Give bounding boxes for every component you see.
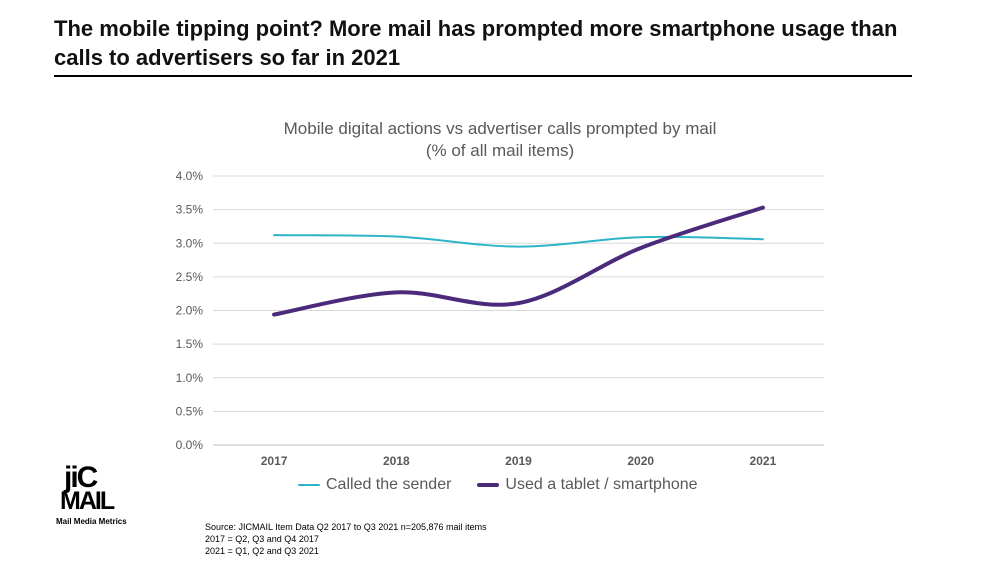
source-line-3: 2021 = Q1, Q2 and Q3 2021 <box>205 546 319 556</box>
logo-line2: MAIL <box>60 487 115 515</box>
source-line-1: Source: JICMAIL Item Data Q2 2017 to Q3 … <box>205 522 487 532</box>
headline-divider <box>54 75 912 77</box>
x-tick-label: 2021 <box>750 454 777 468</box>
series-line-called-the-sender <box>273 234 764 248</box>
y-tick-label: 1.0% <box>176 371 204 385</box>
y-tick-label: 3.0% <box>176 236 204 250</box>
y-tick-label: 0.5% <box>176 404 204 418</box>
chart-title: Mobile digital actions vs advertiser cal… <box>180 118 820 162</box>
chart-subtitle: (% of all mail items) <box>425 141 575 160</box>
logo-tagline: Mail Media Metrics <box>56 517 127 526</box>
chart-title-line: Mobile digital actions vs advertiser cal… <box>283 119 717 138</box>
y-tick-label: 0.0% <box>176 438 204 452</box>
source-line-2: 2017 = Q2, Q3 and Q4 2017 <box>205 534 319 544</box>
y-tick-label: 2.5% <box>176 270 204 284</box>
y-tick-label: 3.5% <box>176 203 204 217</box>
x-tick-label: 2017 <box>261 454 288 468</box>
legend-swatch-called <box>298 484 320 486</box>
headline: The mobile tipping point? More mail has … <box>54 16 898 70</box>
legend-swatch-smartphone <box>477 483 500 487</box>
series-line-used-a-tablet-smartphone <box>272 205 765 317</box>
legend-item-smartphone: Used a tablet / smartphone <box>477 476 698 494</box>
y-tick-label: 1.5% <box>176 337 204 351</box>
y-tick-label: 2.0% <box>176 304 204 318</box>
legend-label-smartphone: Used a tablet / smartphone <box>505 476 698 493</box>
x-tick-label: 2019 <box>505 454 532 468</box>
y-tick-label: 4.0% <box>176 169 204 183</box>
legend-label-called: Called the sender <box>326 476 452 493</box>
legend-item-called: Called the sender <box>298 476 451 494</box>
source-notes: Source: JICMAIL Item Data Q2 2017 to Q3 … <box>205 521 487 557</box>
jicmail-logo: jiC MAIL Mail Media Metrics <box>56 461 136 527</box>
x-tick-label: 2018 <box>383 454 410 468</box>
chart-legend: Called the sender Used a tablet / smartp… <box>298 476 724 494</box>
logo-line1: jiC <box>64 461 98 494</box>
x-tick-label: 2020 <box>627 454 654 468</box>
